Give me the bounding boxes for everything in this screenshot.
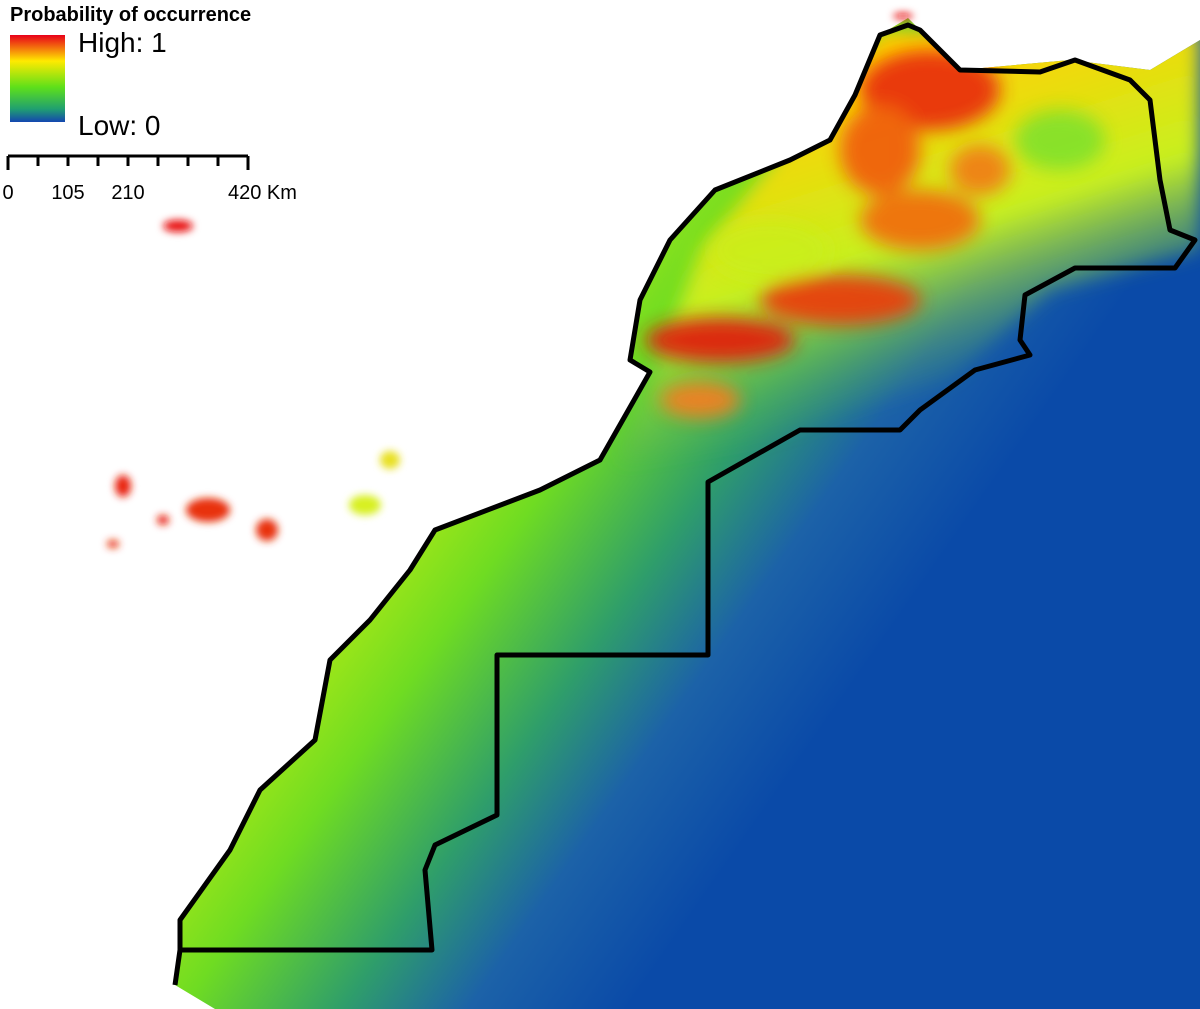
scale-label: 420 Km (228, 182, 297, 204)
scale-labels: 0 105 210 420 Km (2, 182, 297, 204)
legend-low: Low: 0 (78, 110, 161, 141)
scale-label: 210 (111, 182, 144, 204)
legend-title: Probability of occurrence (10, 4, 251, 26)
islands (107, 13, 913, 548)
border (172, 22, 1198, 986)
scale-label: 0 (2, 182, 13, 204)
scale-label: 105 (51, 182, 84, 204)
legend: Probability of occurrence High: 1 Low: 0 (10, 4, 251, 141)
scale-bar (6, 154, 250, 170)
legend-color-bar (10, 35, 65, 122)
legend-high: High: 1 (78, 27, 167, 58)
